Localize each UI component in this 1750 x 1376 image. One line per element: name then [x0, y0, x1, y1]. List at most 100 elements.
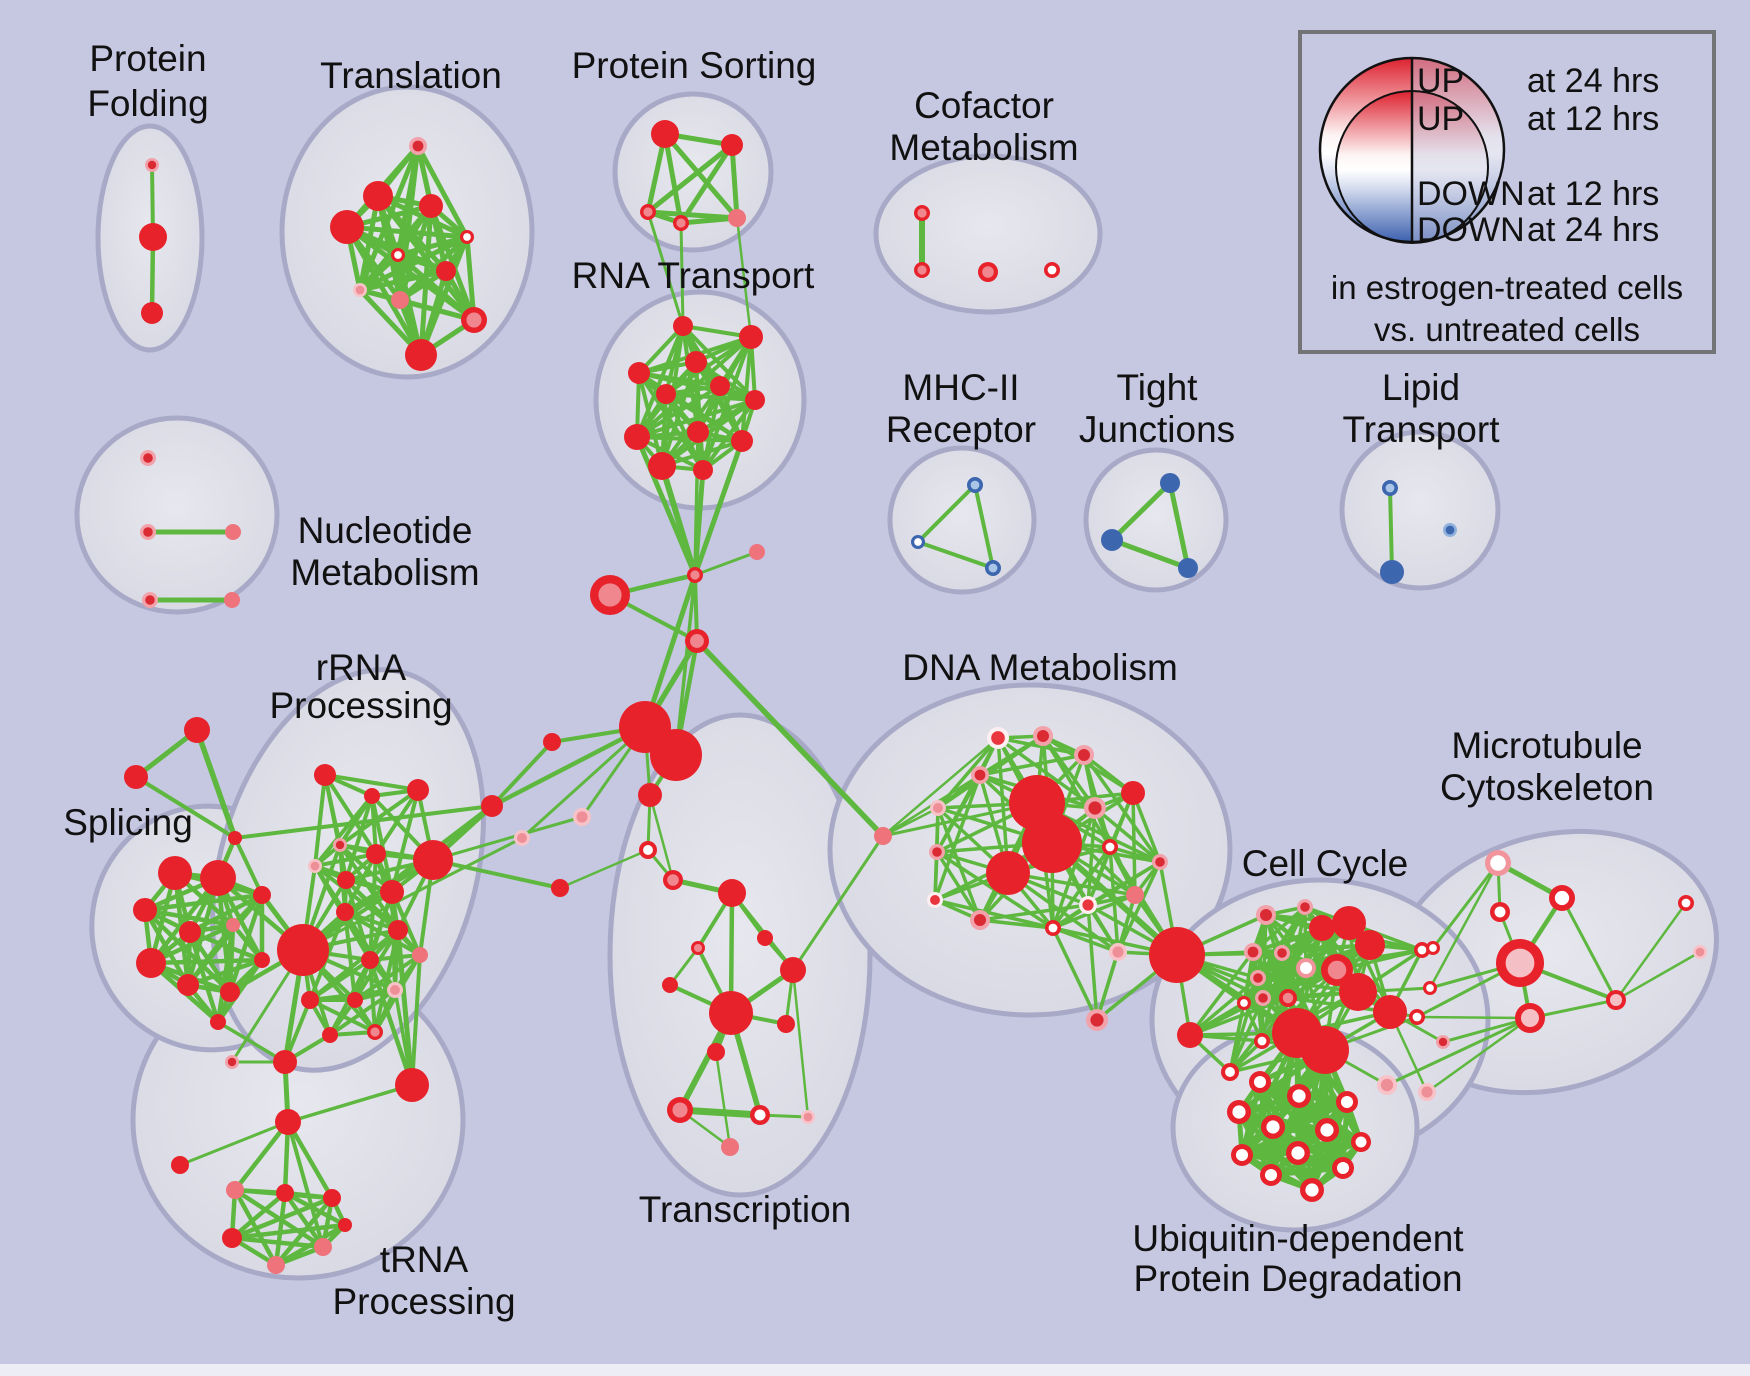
- cluster-label-lipid-transport-line1: Lipid: [1382, 367, 1460, 408]
- node-tr8: [353, 283, 367, 297]
- node-rr3: [314, 764, 336, 786]
- edge-mt2-mt6: [1560, 896, 1618, 1002]
- edge-rr11-rr14: [343, 910, 422, 957]
- node-u2: [1287, 1084, 1311, 1108]
- edge-sp6-sp8: [185, 922, 236, 988]
- node-rr6: [333, 838, 347, 852]
- node-u9: [1286, 1141, 1310, 1165]
- node-lp2: [1380, 560, 1404, 584]
- edge-tr4-tr11: [344, 224, 424, 358]
- edge-tx12-tx13: [676, 1106, 764, 1119]
- edge-sp4-sp5: [187, 892, 265, 935]
- node-tn5: [222, 1228, 242, 1248]
- node-rt9: [687, 421, 709, 443]
- legend-time-24: at 24 hrs: [1527, 62, 1660, 100]
- node-nm5: [224, 592, 240, 608]
- node-u1: [1249, 1071, 1271, 1093]
- node-rt5: [710, 376, 730, 396]
- edge-rt7-rt12: [701, 398, 757, 472]
- node-rr18: [322, 1027, 338, 1043]
- edge-ps5-rt2: [735, 216, 753, 339]
- node-b4: [1436, 1035, 1450, 1049]
- edge-cF-cH1: [489, 724, 648, 809]
- edge-dm2-dm10: [1041, 734, 1112, 849]
- node-tr6: [391, 248, 405, 262]
- node-dm7: [1121, 781, 1145, 805]
- edge-pr1-mt5: [1385, 1016, 1532, 1087]
- edge-b3-mt5: [1415, 1015, 1532, 1020]
- edge-tx1-tx3: [648, 793, 675, 882]
- node-pr1: [1377, 1075, 1397, 1095]
- edge-mt6-mt7: [1614, 901, 1688, 1002]
- edge-sp7-sp10: [148, 957, 265, 966]
- edge-tr6-tr10: [395, 252, 477, 323]
- edge-tn3-tn8: [282, 1190, 348, 1228]
- node-tn3: [276, 1184, 294, 1202]
- node-cC: [685, 629, 709, 653]
- edge-mt6-mt8: [1614, 950, 1702, 1002]
- legend-time-down-12: at 12 hrs: [1527, 175, 1660, 213]
- edge-mh2-mh3: [916, 540, 995, 570]
- node-cH2: [650, 729, 702, 781]
- node-cc10: [1339, 973, 1377, 1011]
- edge-dm6-dm16: [1093, 806, 1162, 864]
- node-sp10: [254, 952, 270, 968]
- edge-dmC-tx6: [791, 834, 885, 972]
- node-cG: [514, 830, 530, 846]
- node-rn2: [225, 1055, 239, 1069]
- node-cf4: [1044, 262, 1060, 278]
- node-dm3: [971, 766, 989, 784]
- legend-label-up-24: UP: [1417, 62, 1465, 100]
- node-tr1: [409, 137, 427, 155]
- node-hub2: [1177, 1022, 1203, 1048]
- node-cc13: [1255, 990, 1271, 1006]
- edge-tr5-tr10: [464, 234, 477, 323]
- node-tx14: [801, 1110, 815, 1124]
- node-mh2: [911, 535, 925, 549]
- node-dm16: [1152, 854, 1168, 870]
- cluster-label-trna-processing-line2: Processing: [332, 1281, 515, 1322]
- node-tj1: [1160, 473, 1180, 493]
- edge-dm12-dm13: [978, 903, 1090, 922]
- edge-u3-u4: [1236, 1099, 1350, 1115]
- node-b2: [1423, 981, 1437, 995]
- node-dm18: [1086, 1009, 1108, 1031]
- node-tn0: [171, 1156, 189, 1174]
- node-mh3: [985, 560, 1001, 576]
- node-rt3: [628, 362, 650, 384]
- edge-tj1-tj3: [1167, 480, 1191, 571]
- edge-dm7-dm16: [1131, 791, 1162, 864]
- edge-tn1-tn4: [285, 1119, 335, 1201]
- edge-dm3-dm4: [978, 753, 1086, 777]
- edge-tn5-tn8: [229, 1222, 348, 1241]
- cluster-label-dna-metabolism-line1: DNA Metabolism: [902, 647, 1178, 688]
- edge-rt7-rt8: [635, 398, 757, 439]
- edge-rn3-rr13: [367, 957, 415, 1088]
- node-tn8: [338, 1218, 352, 1232]
- node-lp1: [1382, 480, 1398, 496]
- node-tn1: [275, 1109, 301, 1135]
- edge-pr2-mt5: [1425, 1016, 1532, 1094]
- edge-ps4-rt1: [679, 221, 685, 328]
- edge-dm3-dm11: [933, 773, 982, 902]
- edge-T3-sp4: [233, 836, 264, 897]
- node-mt6: [1606, 990, 1626, 1010]
- node-rr7: [308, 859, 322, 873]
- edge-cA-cD: [693, 550, 759, 577]
- cluster-label-microtubule-cytoskeleton-line2: Cytoskeleton: [1440, 767, 1654, 808]
- node-u8: [1231, 1144, 1253, 1166]
- edge-rt10-cA: [692, 438, 745, 578]
- node-u3: [1336, 1091, 1358, 1113]
- node-tx7: [691, 941, 705, 955]
- node-tr5: [460, 230, 474, 244]
- node-mt3: [1490, 902, 1510, 922]
- node-ps4: [673, 215, 689, 231]
- node-u6: [1315, 1118, 1339, 1142]
- node-rn1: [273, 1050, 297, 1074]
- edge-cG-rr1: [301, 836, 524, 952]
- node-rr14: [412, 947, 428, 963]
- edge-sp3-sp6: [142, 907, 236, 928]
- node-cB: [590, 575, 630, 615]
- edge-b4-mt5: [1441, 1016, 1532, 1044]
- node-cc14: [1279, 989, 1297, 1007]
